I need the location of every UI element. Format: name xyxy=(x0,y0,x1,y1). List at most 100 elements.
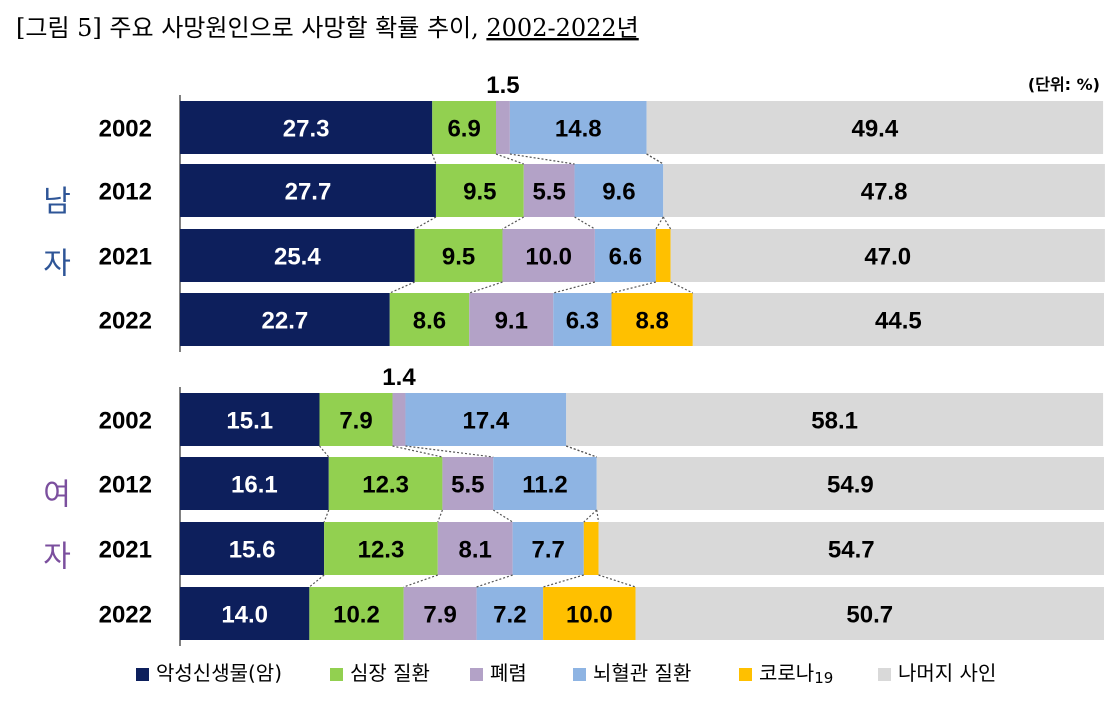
connector-line xyxy=(583,509,598,523)
bar-segment xyxy=(635,587,1104,640)
data-label: 8.1 xyxy=(459,537,492,564)
chart-title: [그림 5] 주요 사망원인으로 사망할 확률 추이, 2002-2022년 xyxy=(16,14,639,42)
data-label: 15.1 xyxy=(226,408,273,435)
bar-segment xyxy=(180,164,436,217)
bar-segment xyxy=(180,587,310,640)
legend-item: 폐렴 xyxy=(470,661,527,685)
legend-swatch xyxy=(573,668,586,681)
bar-segment xyxy=(319,393,393,446)
bar-segment xyxy=(476,587,544,640)
data-label: 10.0 xyxy=(525,244,572,271)
data-label: 54.7 xyxy=(828,537,875,564)
connector-line xyxy=(670,281,694,294)
connector-line xyxy=(323,509,330,523)
data-label: 47.0 xyxy=(864,244,911,271)
bar-segment xyxy=(663,164,1105,217)
bar-segment xyxy=(496,101,510,154)
data-label: 5.5 xyxy=(532,179,565,206)
connector-line xyxy=(598,574,636,588)
bar-segment xyxy=(180,101,433,154)
data-label: 12.3 xyxy=(362,472,409,499)
legend-swatch xyxy=(136,668,149,681)
group-label-char: 자 xyxy=(43,247,71,282)
bar-segment xyxy=(583,522,599,575)
legend-label: 폐렴 xyxy=(490,661,527,685)
connector-line xyxy=(469,281,503,294)
data-label: 47.8 xyxy=(861,179,908,206)
connector-line xyxy=(574,216,596,230)
data-label: 9.1 xyxy=(495,308,528,335)
group-label-char: 여 xyxy=(43,478,71,513)
legend-item: 코로나19 xyxy=(739,661,833,687)
bar-segment xyxy=(180,457,329,510)
data-label: 50.7 xyxy=(846,602,893,629)
connector-line xyxy=(553,281,596,294)
bar-segment xyxy=(442,457,494,510)
data-label: 7.2 xyxy=(493,602,526,629)
data-label: 17.4 xyxy=(462,408,509,435)
data-label: 11.2 xyxy=(522,472,567,499)
data-label: 6.6 xyxy=(609,244,642,271)
connector-line xyxy=(492,509,513,523)
connector-line xyxy=(566,445,597,458)
year-label: 2022 xyxy=(99,308,152,335)
group-0: 남자 2002 27.3 6.91.5 14.8 49.4 2012 27.7 9.5 5.5 9.… xyxy=(43,72,1105,352)
bar-segment xyxy=(596,457,1104,510)
year-label: 2002 xyxy=(99,116,152,143)
year-label: 2002 xyxy=(99,408,152,435)
year-label: 2022 xyxy=(99,602,152,629)
legend-item: 심장 질환 xyxy=(330,661,430,685)
bar-segment xyxy=(523,164,575,217)
data-label: 1.4 xyxy=(382,364,416,391)
legend: 악성신생물(암) 심장 질환 폐렴 뇌혈관 질환 코로나19 나머지 사인 xyxy=(136,661,996,687)
bar-segment xyxy=(328,457,443,510)
bar-segment xyxy=(502,229,595,282)
data-label: 7.9 xyxy=(339,408,372,435)
connector-line xyxy=(405,445,494,458)
bar-segment xyxy=(437,522,513,575)
legend-label: 코로나19 xyxy=(759,661,833,687)
year-label: 2021 xyxy=(99,537,152,564)
connector-line xyxy=(542,574,584,588)
bar-segment xyxy=(392,393,406,446)
connector-line xyxy=(392,445,443,458)
bar-segment xyxy=(180,522,325,575)
bar-segment xyxy=(180,393,320,446)
bar-segment xyxy=(566,393,1104,446)
connector-line xyxy=(509,153,575,165)
data-label: 27.7 xyxy=(285,179,332,206)
data-label: 14.8 xyxy=(555,116,602,143)
bar-segment xyxy=(403,587,477,640)
data-label: 6.9 xyxy=(447,116,480,143)
data-label: 10.0 xyxy=(566,602,613,629)
legend-label: 뇌혈관 질환 xyxy=(593,661,691,685)
bar-segment xyxy=(670,229,1105,282)
bar-segment xyxy=(405,393,567,446)
connector-line xyxy=(308,574,325,588)
data-label: 1.5 xyxy=(486,72,519,99)
data-label: 9.6 xyxy=(602,179,635,206)
bar-segment xyxy=(512,522,584,575)
data-label: 16.1 xyxy=(231,472,278,499)
connector-line xyxy=(437,509,443,523)
data-label: 5.5 xyxy=(451,472,484,499)
data-label: 6.3 xyxy=(566,308,599,335)
connector-line xyxy=(662,216,672,230)
connector-line xyxy=(389,281,415,294)
connector-line xyxy=(476,574,513,588)
bar-segment xyxy=(469,293,554,346)
bar-segment xyxy=(574,164,664,217)
bar-segment xyxy=(180,229,415,282)
unit-label: (단위: %) xyxy=(1028,75,1100,94)
bar-segment xyxy=(389,293,470,346)
data-label: 58.1 xyxy=(811,408,858,435)
bar-segment xyxy=(493,457,597,510)
bar-segment xyxy=(692,293,1104,346)
connector-line xyxy=(655,216,664,230)
legend-label-suffix: 19 xyxy=(814,669,833,687)
legend-swatch xyxy=(878,668,891,681)
legend-swatch xyxy=(330,668,343,681)
legend-label: 심장 질환 xyxy=(350,661,430,685)
bar-segment xyxy=(543,587,636,640)
data-label: 49.4 xyxy=(851,116,898,143)
